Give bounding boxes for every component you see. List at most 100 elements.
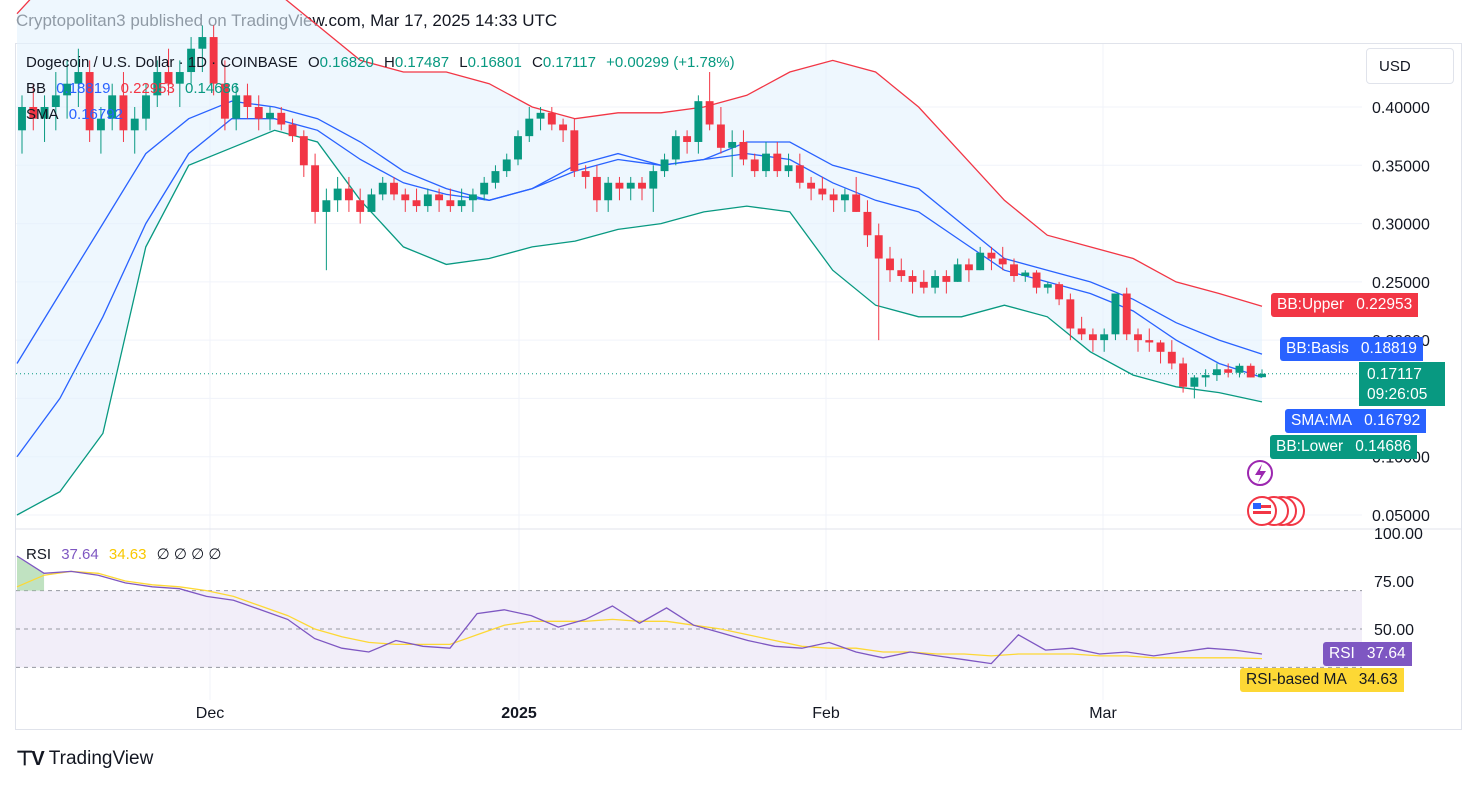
candle-body bbox=[401, 194, 410, 201]
candle-body bbox=[1145, 340, 1154, 343]
candle-body bbox=[142, 95, 150, 119]
bb-upper-line bbox=[16, 0, 1263, 307]
candle-body bbox=[570, 130, 579, 172]
rsi-tick-label: 75.00 bbox=[1374, 574, 1414, 591]
candle-body bbox=[1179, 363, 1188, 387]
candles bbox=[18, 25, 1266, 399]
candle-body bbox=[615, 182, 624, 189]
close-label: C bbox=[532, 54, 543, 71]
candle-body bbox=[1122, 293, 1131, 335]
bb-lower-tag-label: BB:Lower bbox=[1270, 435, 1350, 459]
flag-stripe bbox=[1253, 511, 1271, 514]
candle-body bbox=[288, 124, 297, 137]
candle-body bbox=[559, 124, 568, 131]
bb-upper-value: 0.22953 bbox=[120, 80, 175, 97]
chart-frame[interactable] bbox=[15, 43, 1462, 730]
bar-countdown: 09:26:05 bbox=[1367, 386, 1428, 403]
candle-body bbox=[108, 95, 117, 119]
sma-label: SMA bbox=[26, 106, 59, 123]
time-tick-label: Dec bbox=[196, 705, 224, 722]
candle-body bbox=[592, 176, 601, 201]
candle-body bbox=[1055, 284, 1064, 300]
candle-body bbox=[164, 72, 173, 84]
candle-body bbox=[852, 194, 861, 212]
candle-body bbox=[74, 72, 83, 84]
candle-body bbox=[886, 258, 894, 271]
bb-lower-tag: BB:Lower 0.14686 bbox=[1270, 435, 1418, 459]
candle-body bbox=[1010, 264, 1018, 277]
rsi-extras: ∅ ∅ ∅ ∅ bbox=[156, 546, 222, 563]
rsi-label: RSI bbox=[26, 546, 52, 563]
sma-tag-value: 0.16792 bbox=[1358, 409, 1427, 433]
symbol-legend: Dogecoin / U.S. Dollar · 1D · COINBASE O… bbox=[26, 54, 741, 71]
bolt-icon bbox=[1255, 464, 1266, 483]
tradingview-logo-icon: ⊤V bbox=[16, 748, 45, 770]
price-tick-label: 0.30000 bbox=[1372, 217, 1430, 234]
candle-body bbox=[1212, 369, 1221, 376]
candle-body bbox=[1201, 375, 1210, 378]
low-label: L bbox=[459, 54, 468, 71]
rsi-legend[interactable]: RSI 37.64 34.63 ∅ ∅ ∅ ∅ bbox=[26, 545, 227, 563]
open-label: O bbox=[307, 54, 320, 71]
price-tick-label: 0.05000 bbox=[1372, 508, 1430, 525]
candle-body bbox=[716, 124, 725, 148]
candle-body bbox=[705, 101, 714, 125]
footer-brand[interactable]: ⊤V TradingView bbox=[16, 746, 153, 771]
candle-body bbox=[604, 182, 613, 201]
candle-body bbox=[311, 165, 320, 212]
open-value: 0.16820 bbox=[319, 54, 374, 71]
candle-body bbox=[660, 159, 669, 172]
currency-button[interactable]: USD bbox=[1366, 48, 1454, 84]
rsi-value: 37.64 bbox=[61, 546, 99, 563]
rsi-ma-line bbox=[16, 570, 1263, 660]
candle-body bbox=[18, 107, 26, 131]
candle-body bbox=[119, 95, 128, 131]
candle-body bbox=[638, 182, 646, 189]
candle-body bbox=[1066, 299, 1075, 329]
rsi-ma-tag-label: RSI-based MA bbox=[1240, 668, 1353, 692]
candle-body bbox=[1111, 293, 1120, 335]
symbol-name[interactable]: Dogecoin / U.S. Dollar · 1D · COINBASE bbox=[26, 54, 298, 71]
candle-body bbox=[333, 188, 342, 201]
sma-tag-label: SMA:MA bbox=[1285, 409, 1359, 433]
candle-body bbox=[942, 276, 951, 282]
candle-body bbox=[795, 165, 804, 183]
candle-body bbox=[390, 182, 398, 195]
candle-body bbox=[829, 194, 838, 201]
candle-body bbox=[209, 37, 218, 84]
candle-body bbox=[412, 200, 421, 207]
candle-body bbox=[1156, 342, 1165, 352]
sma-value: 0.16792 bbox=[68, 106, 123, 123]
candle-body bbox=[322, 200, 331, 212]
rsi-tick-label: 100.00 bbox=[1374, 526, 1423, 543]
rsi-ma-value: 34.63 bbox=[108, 546, 147, 563]
sma-legend[interactable]: SMA 0.16792 bbox=[26, 106, 129, 123]
candle-body bbox=[840, 194, 849, 201]
high-value: 0.17487 bbox=[394, 54, 450, 71]
candle-body bbox=[1258, 373, 1266, 378]
high-label: H bbox=[384, 54, 395, 71]
candle-body bbox=[367, 194, 376, 212]
rsi-line bbox=[16, 555, 1263, 665]
bb-upper-tag: BB:Upper 0.22953 bbox=[1271, 293, 1419, 317]
candle-body bbox=[897, 270, 906, 277]
price-tick-label: 0.35000 bbox=[1372, 158, 1430, 175]
candle-body bbox=[277, 112, 286, 125]
candle-body bbox=[807, 182, 816, 189]
candle-body bbox=[626, 182, 635, 189]
candle-body bbox=[468, 194, 477, 201]
candle-body bbox=[976, 252, 985, 271]
bb-label: BB bbox=[26, 80, 47, 97]
candle-body bbox=[683, 136, 692, 142]
candle-body bbox=[818, 188, 827, 195]
candle-body bbox=[423, 194, 432, 207]
candle-body bbox=[784, 165, 793, 172]
bb-upper-tag-label: BB:Upper bbox=[1271, 293, 1351, 317]
bb-basis-tag: BB:Basis 0.18819 bbox=[1280, 337, 1423, 361]
bb-lower-tag-value: 0.14686 bbox=[1349, 435, 1418, 459]
bb-legend[interactable]: BB 0.18819 0.22953 0.14686 bbox=[26, 80, 245, 97]
candle-body bbox=[773, 153, 782, 172]
candle-body bbox=[671, 136, 680, 160]
candle-body bbox=[63, 83, 72, 96]
